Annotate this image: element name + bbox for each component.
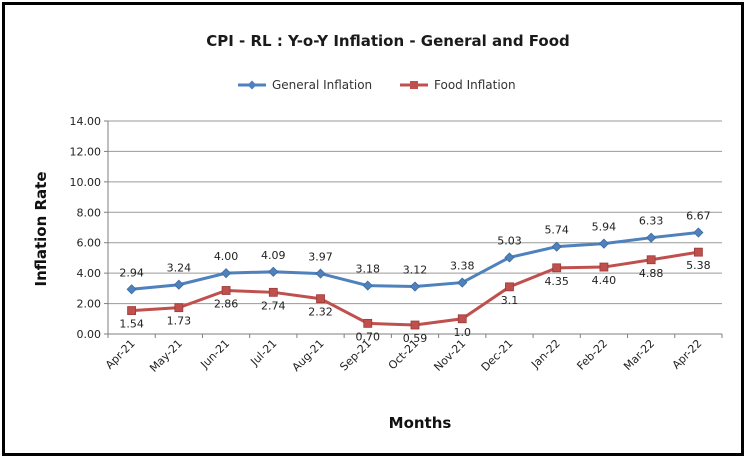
y-tick-label: 14.00 — [70, 115, 102, 128]
legend-label: General Inflation — [272, 78, 372, 92]
data-point — [693, 247, 703, 257]
data-labels: 2.94 3.24 4.00 4.09 3.97 3.18 3.12 3.38 5.03 5.74… — [119, 210, 710, 346]
data-point — [363, 318, 373, 328]
series-layer — [126, 227, 704, 330]
x-tick-label: Apr-21 — [103, 337, 138, 372]
data-label: 1.73 — [167, 315, 192, 328]
data-label: 1.54 — [119, 318, 144, 331]
data-point — [126, 284, 137, 295]
data-point — [268, 266, 279, 277]
y-tick-label: 8.00 — [77, 206, 102, 219]
data-point — [646, 255, 656, 265]
x-tick-label: Dec-21 — [479, 337, 516, 374]
data-point — [693, 227, 704, 238]
data-point — [409, 281, 421, 292]
y-axis-ticks: 0.00 2.00 4.00 6.00 8.00 10.00 12.00 14.00 — [70, 115, 108, 341]
axes — [107, 121, 722, 335]
data-label: 4.88 — [639, 267, 664, 280]
data-label: 6.67 — [686, 210, 711, 223]
data-label: 2.94 — [119, 266, 144, 279]
x-tick-label: Aug-21 — [290, 337, 327, 374]
data-label: 6.33 — [639, 215, 664, 228]
data-point — [316, 294, 325, 304]
x-tick-label: Mar-22 — [621, 337, 657, 373]
data-label: 3.97 — [308, 251, 333, 264]
data-point — [127, 306, 137, 315]
data-point — [173, 279, 184, 290]
x-tick-label: Nov-21 — [431, 337, 468, 374]
data-label: 2.32 — [308, 306, 333, 319]
y-tick-label: 4.00 — [77, 267, 102, 280]
data-label: 5.38 — [686, 259, 711, 272]
data-point — [504, 252, 515, 263]
y-tick-label: 10.00 — [70, 176, 102, 189]
data-point — [221, 286, 231, 295]
y-tick-label: 2.00 — [77, 298, 102, 311]
data-point — [221, 268, 232, 279]
y-tick-label: 6.00 — [77, 237, 102, 250]
y-tick-label: 12.00 — [70, 145, 102, 158]
data-label: 3.1 — [501, 294, 519, 307]
y-tick-label: 0.00 — [77, 328, 102, 341]
x-tick-label: Jul-21 — [247, 337, 279, 369]
x-tick-label: Jun-21 — [197, 337, 232, 372]
legend: General Inflation Food Inflation — [238, 78, 516, 92]
gridlines — [108, 120, 722, 305]
data-label: 0.70 — [356, 330, 381, 343]
y-axis-label: Inflation Rate — [32, 171, 50, 286]
chart-frame — [2, 2, 744, 456]
data-label: 5.03 — [497, 234, 522, 247]
data-label: 2.86 — [214, 297, 239, 310]
x-axis-label: Months — [389, 414, 452, 432]
data-point — [268, 287, 278, 297]
data-label: 5.74 — [544, 224, 569, 237]
data-point — [551, 241, 562, 252]
data-point — [315, 268, 326, 279]
data-label: 0.59 — [403, 332, 428, 345]
legend-marker — [410, 81, 418, 89]
data-label: 3.24 — [167, 262, 192, 275]
data-label: 4.00 — [214, 250, 239, 263]
data-label: 4.09 — [261, 249, 286, 262]
data-point — [362, 280, 373, 291]
data-point — [457, 314, 467, 324]
data-point — [410, 320, 420, 330]
data-label: 2.74 — [261, 299, 286, 312]
data-point — [599, 262, 609, 272]
data-label: 3.38 — [450, 260, 475, 273]
x-tick-label: May-21 — [147, 337, 185, 375]
data-label: 1.0 — [453, 326, 471, 339]
data-point — [598, 238, 609, 249]
legend-label: Food Inflation — [434, 78, 516, 92]
data-label: 4.35 — [544, 275, 569, 288]
data-point — [505, 282, 514, 292]
data-point — [174, 303, 184, 313]
x-tick-label: Jan-22 — [528, 337, 563, 372]
data-label: 5.94 — [592, 221, 617, 234]
data-label: 3.18 — [356, 263, 381, 276]
data-label: 3.12 — [403, 264, 428, 277]
data-label: 4.40 — [592, 274, 617, 287]
x-tick-label: Feb-22 — [574, 337, 610, 373]
legend-marker — [247, 80, 257, 90]
chart-title: CPI - RL : Y-o-Y Inflation - General and… — [206, 32, 570, 50]
x-tick-label: Apr-22 — [670, 337, 705, 372]
data-point — [457, 277, 468, 288]
data-point — [552, 263, 562, 273]
data-point — [646, 232, 657, 243]
